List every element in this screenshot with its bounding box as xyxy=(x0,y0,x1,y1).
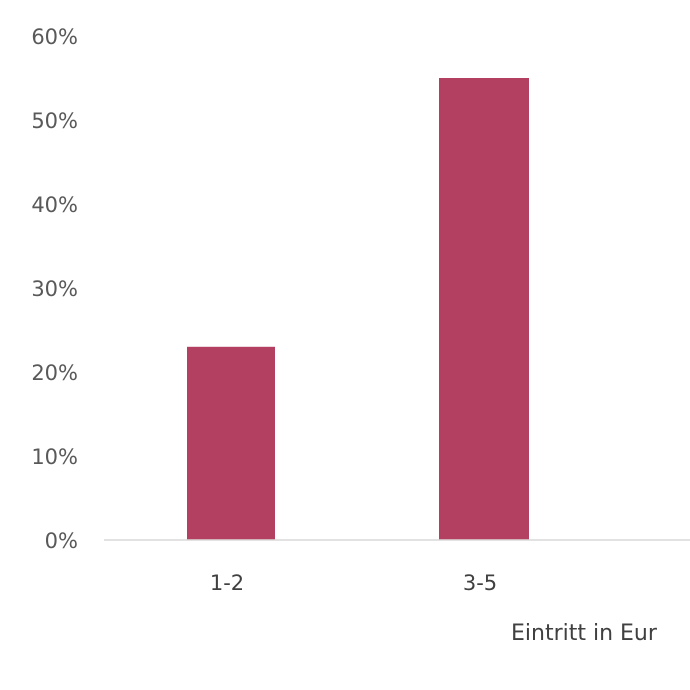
bar xyxy=(187,346,275,540)
bars-group xyxy=(187,78,529,540)
y-tick-label: 60% xyxy=(31,25,78,49)
x-axis-category-labels: 1-2 3-5 xyxy=(210,571,497,595)
x-axis-title: Eintritt in Eur xyxy=(511,621,658,646)
bar xyxy=(439,78,529,540)
y-tick-label: 20% xyxy=(31,361,78,385)
y-axis-tick-labels: 0% 10% 20% 30% 40% 50% 60% xyxy=(31,25,78,553)
x-category-label: 1-2 xyxy=(210,571,244,595)
x-category-label: 3-5 xyxy=(463,571,497,595)
y-tick-label: 30% xyxy=(31,277,78,301)
y-tick-label: 40% xyxy=(31,193,78,217)
y-tick-label: 10% xyxy=(31,445,78,469)
y-tick-label: 0% xyxy=(45,529,78,553)
y-tick-label: 50% xyxy=(31,109,78,133)
